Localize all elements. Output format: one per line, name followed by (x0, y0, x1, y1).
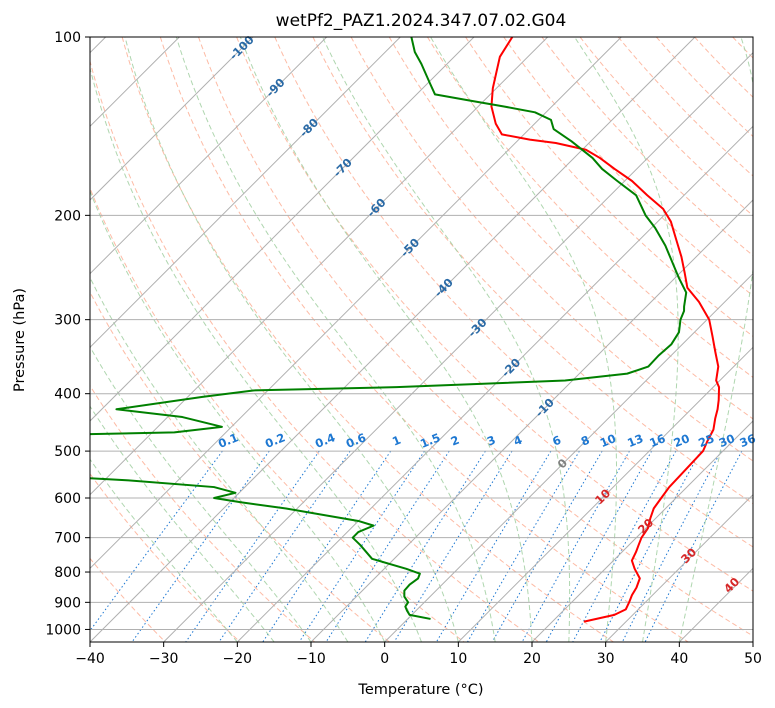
x-axis-label: Temperature (°C) (357, 682, 483, 698)
mixing-ratio-line (599, 450, 701, 642)
x-tick-label: 20 (523, 651, 541, 667)
mixing-ratio-line (364, 450, 486, 642)
dry-adiabat-line (388, 37, 753, 420)
mixing-ratio-line (185, 450, 320, 642)
y-tick-label: 200 (54, 208, 81, 224)
y-tick-label: 100 (54, 30, 81, 46)
moist-adiabat-lines (90, 37, 753, 642)
mixing-ratio-label: 16 (647, 431, 667, 450)
y-tick-label: 600 (54, 491, 81, 507)
dry-adiabat-line (90, 59, 540, 642)
isotherm-line (90, 37, 328, 275)
isotherm-line (90, 37, 401, 349)
y-tick-label: 500 (54, 444, 81, 460)
plot-frame (89, 36, 754, 643)
dry-adiabat-line (90, 186, 465, 642)
mixing-ratio-line (545, 450, 653, 642)
dry-adiabat-line (90, 472, 241, 642)
moist-adiabat-line (90, 276, 349, 642)
moist-adiabat-line (90, 189, 386, 642)
moist-adiabat-line (90, 458, 238, 642)
dry-adiabat-line (198, 37, 753, 637)
sounding-series (90, 37, 721, 623)
mixing-ratio-lines (90, 450, 743, 642)
isotherm-line (310, 199, 753, 642)
dry-adiabat-line (236, 37, 753, 592)
moist-adiabat-line (678, 37, 753, 642)
x-tick-label: −10 (296, 651, 326, 667)
y-tick-label: 300 (54, 313, 81, 329)
dry-adiabat-line (274, 37, 753, 548)
pressure-gridlines (90, 37, 753, 630)
isotherm-line (605, 493, 753, 642)
isotherm-lines (90, 37, 753, 642)
plot-area (90, 37, 753, 642)
mixing-ratio-line (467, 450, 580, 642)
x-tick-label: −40 (75, 651, 105, 667)
x-tick-label: 30 (597, 651, 615, 667)
dry-adiabat-line (541, 37, 753, 257)
moist-adiabat-line (430, 37, 618, 642)
dry-adiabat-line (90, 384, 316, 642)
x-tick-label: −20 (223, 651, 253, 667)
dewpoint-line (90, 37, 688, 620)
moist-adiabat-line (90, 66, 422, 642)
isotherm-line (90, 37, 475, 422)
isotherm-line (236, 125, 753, 642)
isotherm-line (90, 37, 696, 642)
chart-title: wetPf2_PAZ1.2024.347.07.02.G04 (276, 11, 567, 31)
mixing-ratio-label: 25 (696, 431, 716, 450)
y-axis-label: Pressure (hPa) (12, 288, 28, 392)
mixing-ratio-line (491, 450, 603, 642)
moist-adiabat-line (124, 37, 459, 642)
x-tick-label: 40 (670, 651, 688, 667)
x-axis: −40 −30 −20 −10 0 10 20 30 40 50 (75, 642, 762, 667)
isotherm-line (90, 37, 549, 496)
x-tick-label: 50 (744, 651, 762, 667)
isotherm-line (384, 272, 753, 642)
dry-adiabat-line (121, 37, 614, 642)
y-tick-label: 1000 (45, 622, 81, 638)
dry-adiabat-line (312, 37, 753, 505)
y-tick-label: 800 (54, 565, 81, 581)
isotherm-line (457, 346, 753, 642)
dry-adiabat-line (90, 291, 390, 642)
dry-adiabat-line (426, 37, 753, 378)
isotherm-line (90, 37, 254, 201)
mixing-ratio-line (393, 450, 513, 642)
moist-adiabat-line (322, 37, 571, 642)
moist-adiabat-line (574, 37, 679, 642)
dry-adiabat-line (503, 37, 753, 297)
mixing-ratio-label: 30 (717, 431, 737, 450)
x-tick-label: −30 (149, 651, 179, 667)
y-axis: 100 200 300 400 500 600 700 800 900 1000 (45, 30, 90, 638)
temperature-line (490, 37, 721, 623)
moist-adiabat-line (90, 405, 275, 642)
x-tick-label: 0 (380, 651, 389, 667)
isotherm-line (163, 51, 753, 642)
mixing-ratio-line (435, 450, 552, 642)
x-tick-label: 10 (449, 651, 467, 667)
mixing-ratio-line (521, 450, 630, 642)
isotherm-line (531, 420, 753, 642)
dry-adiabat-lines (90, 37, 753, 642)
dry-adiabat-line (617, 37, 753, 177)
mixing-ratio-label: 20 (672, 431, 692, 450)
y-tick-label: 900 (54, 595, 81, 611)
mixing-ratio-line (572, 450, 677, 642)
mixing-ratio-label: 10 (598, 431, 618, 450)
mixing-ratio-line (131, 450, 270, 642)
mixing-ratio-line (218, 450, 351, 642)
y-tick-label: 400 (54, 387, 81, 403)
mixing-ratio-line (621, 450, 722, 642)
y-tick-label: 700 (54, 531, 81, 547)
dry-adiabat-line (159, 37, 689, 642)
moist-adiabat-line (239, 37, 533, 642)
moist-adiabat-line (175, 37, 496, 642)
mixing-ratio-label: 13 (625, 431, 645, 450)
